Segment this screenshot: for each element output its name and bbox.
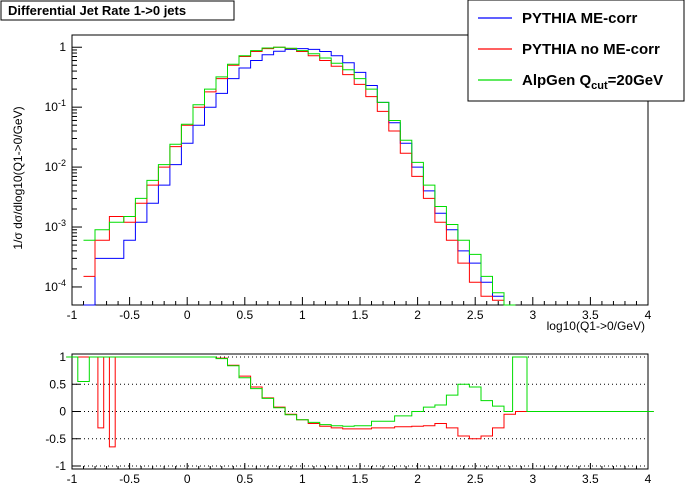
- ratio-x-tick-label: -0.5: [119, 472, 140, 486]
- y-tick-label: 1: [59, 40, 66, 54]
- series-line-1: [83, 46, 516, 306]
- x-tick-label: 4: [645, 308, 652, 322]
- ratio-x-tick-label: -1: [67, 472, 78, 486]
- ratio-x-tick-label: 1.5: [352, 472, 369, 486]
- x-tick-label: -1: [67, 308, 78, 322]
- upper-x-tick-labels: -1 -0.5 0 0.5 1 1.5 2 2.5 3 3.5 4: [67, 308, 652, 322]
- ratio-x-tick-label: 3: [529, 472, 536, 486]
- x-tick-label: 0.5: [236, 308, 253, 322]
- chart-title: Differential Jet Rate 1->0 jets: [8, 3, 186, 18]
- ratio-y-tick-label: 0.5: [49, 377, 66, 391]
- x-axis-label: log10(Q1->0/GeV): [547, 319, 645, 333]
- x-tick-label: -0.5: [119, 308, 140, 322]
- upper-axis-ticks: [71, 46, 649, 305]
- ratio-x-tick-label: 1: [299, 472, 306, 486]
- ratio-x-tick-label: 3.5: [582, 472, 599, 486]
- title-box: [0, 0, 235, 21]
- ratio-y-tick-label: 0: [59, 405, 66, 419]
- x-tick-label: 1.5: [352, 308, 369, 322]
- ratio-y-tick-label: -0.5: [45, 432, 66, 446]
- upper-y-tick-labels: 10-410-310-210-11: [45, 40, 67, 294]
- ratio-y-tick-label: 1: [59, 350, 66, 364]
- y-axis-label: 1/σ dσ/dlog10(Q1->0/GeV): [11, 106, 25, 249]
- legend: PYTHIA ME-corr PYTHIA no ME-corr AlpGen Qc…: [478, 10, 663, 92]
- ratio-line-1: [66, 356, 654, 427]
- x-tick-label: 0: [184, 308, 191, 322]
- ratio-x-tick-label: 0.5: [236, 472, 253, 486]
- ratio-x-tick-labels: -1 -0.5 0 0.5 1 1.5 2 2.5 3 3.5 4: [67, 472, 652, 486]
- legend-label: PYTHIA ME-corr: [522, 10, 637, 27]
- ratio-x-tick-label: 2.5: [467, 472, 484, 486]
- x-tick-label: 3: [529, 308, 536, 322]
- ratio-y-tick-labels: -1 -0.5 0 0.5 1: [45, 350, 66, 473]
- x-tick-label: 1: [299, 308, 306, 322]
- ratio-x-tick-label: 4: [645, 472, 652, 486]
- x-tick-label: 3.5: [582, 308, 599, 322]
- ratio-x-tick-label: 2: [414, 472, 421, 486]
- x-tick-label: 2.5: [467, 308, 484, 322]
- legend-box: [467, 0, 685, 102]
- legend-label: AlpGen Qcut=20GeV: [522, 72, 663, 92]
- x-tick-label: 2: [414, 308, 421, 322]
- legend-label: PYTHIA no ME-corr: [522, 41, 660, 58]
- ratio-series-lines: [66, 356, 654, 448]
- series-line-2: [83, 46, 516, 306]
- upper-series-lines: [83, 46, 516, 306]
- ratio-x-tick-label: 0: [184, 472, 191, 486]
- ratio-y-tick-label: -1: [55, 459, 66, 473]
